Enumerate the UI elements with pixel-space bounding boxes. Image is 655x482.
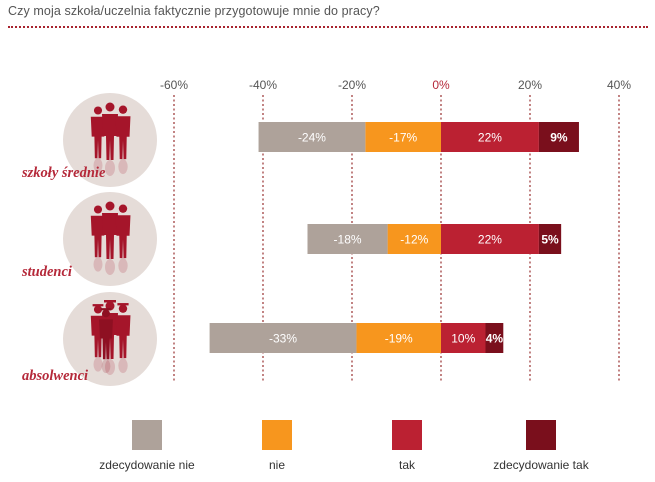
x-tick-label: 0% (432, 78, 450, 92)
bar-zdecydowanie-tak (538, 224, 562, 254)
legend-swatch (392, 420, 422, 450)
data-label: -24% (298, 131, 326, 145)
data-label: 22% (478, 131, 502, 145)
graduates-silhouette-icon (63, 292, 157, 386)
legend-label: nie (269, 458, 285, 472)
bar-nie (365, 122, 441, 152)
x-tick-label: -60% (160, 78, 188, 92)
data-label: 4% (486, 332, 504, 346)
data-label: -19% (385, 332, 413, 346)
category-label: szkoły średnie (21, 165, 106, 181)
people-silhouette-icon (63, 93, 157, 187)
legend-item-zdecydowanie-tak: zdecydowanie tak (493, 420, 590, 472)
data-label: -12% (400, 233, 428, 247)
legend-swatch (132, 420, 162, 450)
x-tick-label: 20% (518, 78, 542, 92)
data-label: -18% (334, 233, 362, 247)
category-label: studenci (21, 264, 72, 280)
data-label: 22% (478, 233, 502, 247)
legend-item-tak: tak (392, 420, 422, 472)
legend: zdecydowanie nie nie tak zdecydowanie tak (99, 420, 590, 472)
group-icons (63, 93, 157, 386)
bar-tak (441, 122, 539, 152)
legend-item-zdecydowanie-nie: zdecydowanie nie (99, 420, 195, 472)
bar-tak (441, 224, 539, 254)
bar-row-absolwenci: -19% -33% 10% 4% (209, 323, 504, 353)
x-tick-label: 40% (607, 78, 631, 92)
group-labels: szkoły średnie studenci absolwenci (21, 165, 106, 384)
data-label: -33% (269, 332, 297, 346)
title-divider (8, 26, 648, 28)
x-tick-label: -20% (338, 78, 366, 92)
bar-tak (441, 323, 486, 353)
legend-item-nie: nie (262, 420, 292, 472)
legend-label: tak (399, 458, 416, 472)
bar-nie (387, 224, 441, 254)
bar-row-studenci: -12% -18% 22% 5% (307, 224, 562, 254)
bar-zdecydowanie-tak (485, 323, 504, 353)
legend-swatch (262, 420, 292, 450)
bar-zdecydowanie-nie (307, 224, 388, 254)
bar-nie (356, 323, 441, 353)
people-silhouette-icon (63, 192, 157, 286)
legend-swatch (526, 420, 556, 450)
category-label: absolwenci (22, 368, 88, 384)
x-axis-ticks: -60% -40% -20% 0% 20% 40% (160, 78, 631, 92)
data-label: 10% (451, 332, 475, 346)
bar-zdecydowanie-nie (209, 323, 357, 353)
bars: -17% -24% 22% 9% -12% -18% 22% 5% -19% -33% 10% 4% (209, 122, 579, 353)
legend-label: zdecydowanie nie (99, 458, 195, 472)
data-label: 5% (541, 233, 559, 247)
data-label: 9% (550, 131, 568, 145)
x-tick-label: -40% (249, 78, 277, 92)
bar-zdecydowanie-tak (538, 122, 579, 152)
bar-zdecydowanie-nie (258, 122, 366, 152)
chart-title: Czy moja szkoła/uczelnia faktycznie przy… (8, 4, 380, 18)
bar-row-szkoly-srednie: -17% -24% 22% 9% (258, 122, 579, 152)
data-label: -17% (389, 131, 417, 145)
legend-label: zdecydowanie tak (493, 458, 589, 472)
